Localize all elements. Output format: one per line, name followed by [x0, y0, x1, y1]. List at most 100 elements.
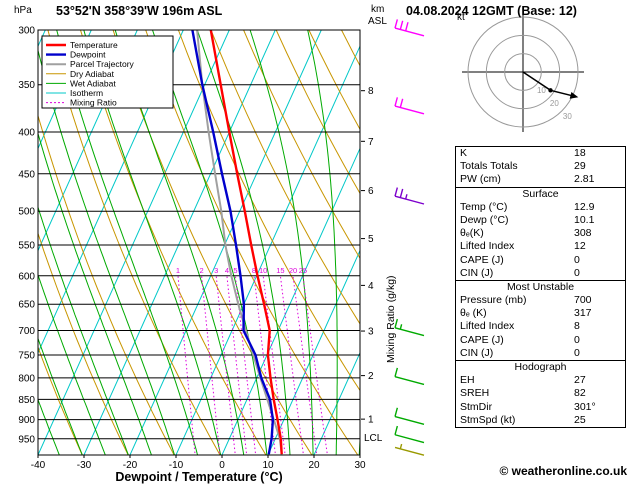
x-axis-title: Dewpoint / Temperature (°C) [115, 470, 283, 484]
wet-adiabat-line [249, 30, 314, 455]
mixing-ratio-value-label: 10 [259, 266, 267, 275]
mixing-ratio-value-label: 4 [225, 266, 229, 275]
temperature-line [209, 30, 283, 455]
lcl-label: LCL [364, 433, 383, 444]
stats-section-title: Most Unstable [506, 280, 575, 293]
mixing-ratio-line [262, 275, 286, 455]
stat-value: 301° [574, 400, 596, 413]
stats-section-surface: Surface Temp (°C) 12.9 Dewp (°C) 10.1 θₑ(K) 30… [455, 186, 626, 281]
isotherm-line [313, 351, 360, 455]
stat-value: 27 [574, 374, 586, 387]
stat-value: 12 [574, 240, 586, 253]
stat-row: θₑ(K) 308 [456, 227, 625, 240]
pressure-tick-label: 300 [18, 26, 35, 37]
mixing-ratio-line [292, 275, 318, 455]
station-location-title: 53°52'N 358°39'W 196m ASL [56, 4, 223, 18]
hodograph-unit-label: kt [457, 12, 465, 23]
stat-value: 12.9 [574, 200, 595, 213]
legend-label: Dewpoint [70, 50, 106, 60]
wet-adiabat-line [405, 30, 448, 457]
dry-adiabat-line [38, 345, 83, 455]
datetime-title: 04.08.2024 12GMT (Base: 12) [406, 4, 577, 18]
stat-row: Pressure (mb) 700 [456, 294, 625, 307]
hodograph-ring [467, 16, 579, 128]
hodograph-trace [522, 71, 573, 97]
dewpoint-line [191, 30, 275, 455]
pressure-tick-label: 850 [18, 395, 35, 406]
stat-value: 0 [574, 346, 580, 359]
mixing-ratio-value-label: 20 [289, 266, 297, 275]
pressure-tick-label: 400 [18, 128, 35, 139]
pressure-tick-label: 800 [18, 373, 35, 384]
temp-tick-label: -10 [169, 460, 184, 471]
stats-section-indices: K 18 Totals Totals 29 PW (cm) 2.81 [455, 146, 626, 188]
stat-row: Totals Totals 29 [456, 160, 625, 173]
stat-row: Lifted Index 12 [456, 240, 625, 253]
altitude-unit-km-label: km [371, 4, 385, 15]
mixing-ratio-value-label: 2 [200, 266, 204, 275]
stats-section-most-unstable: Most Unstable Pressure (mb) 700 θₑ (K) 317 Li… [455, 279, 626, 361]
altitude-tick-label: 7 [368, 137, 374, 148]
dry-adiabat-line [243, 30, 360, 260]
stat-value: 10.1 [574, 213, 595, 226]
pressure-tick-label: 700 [18, 326, 35, 337]
stat-row: EH 27 [456, 374, 625, 387]
stat-value: 18 [574, 147, 586, 159]
isotherm-line [38, 30, 230, 455]
stat-label: θₑ (K) [460, 307, 487, 320]
stats-panel: K 18 Totals Totals 29 PW (cm) 2.81 Surface Temp… [455, 146, 626, 428]
stat-value: 25 [574, 413, 586, 426]
wet-adiabat-line [38, 337, 83, 455]
isotherm-line [221, 147, 360, 455]
stat-label: CIN (J) [460, 266, 494, 279]
stat-row: Temp (°C) 12.9 [456, 201, 625, 214]
temp-tick-label: -40 [31, 460, 46, 471]
stat-row: θₑ (K) 317 [456, 307, 625, 320]
wind-barb [394, 97, 425, 115]
pressure-tick-label: 650 [18, 300, 35, 311]
hodograph-ring-label: 30 [563, 112, 572, 121]
pressure-tick-label: 450 [18, 169, 35, 180]
stat-label: K [460, 147, 468, 159]
stat-value: 82 [574, 387, 586, 400]
stat-label: Dewp (°C) [460, 213, 509, 226]
skewt-chart: 1 2 3 4 5 8 10 15 20 2530035040045050055060065070… [18, 19, 448, 471]
mixing-ratio-value-label: 1 [176, 266, 180, 275]
wind-barb [394, 425, 425, 444]
legend-label: Dry Adiabat [70, 69, 115, 79]
stat-label: Pressure (mb) [460, 294, 527, 307]
stats-section-title: Hodograph [514, 361, 567, 373]
stat-label: EH [460, 374, 475, 387]
stat-label: PW (cm) [460, 173, 501, 186]
stat-value: 308 [574, 227, 592, 240]
mixing-ratio-value-label: 25 [299, 266, 307, 275]
stat-label: StmDir [460, 400, 493, 413]
temp-tick-label: 10 [262, 460, 274, 471]
plot-frame [37, 29, 361, 456]
stat-row: Dewp (°C) 10.1 [456, 214, 625, 227]
stat-row: CAPE (J) 0 [456, 254, 625, 267]
wind-barb [394, 367, 425, 386]
hodograph-ring [485, 34, 561, 110]
stat-row: CIN (J) 0 [456, 267, 625, 280]
stat-label: θₑ(K) [460, 227, 484, 240]
isotherm-line [83, 30, 276, 455]
stat-label: CAPE (J) [460, 253, 504, 266]
legend-label: Temperature [70, 40, 118, 50]
altitude-tick-label: 4 [368, 281, 374, 292]
legend-box [41, 35, 174, 109]
legend-label: Isotherm [70, 88, 103, 98]
stat-label: Totals Totals [460, 160, 518, 173]
wind-barb [394, 187, 425, 205]
wet-adiabat-line [196, 30, 291, 455]
mixing-ratio-line [177, 275, 196, 455]
stat-label: CIN (J) [460, 346, 494, 359]
pressure-tick-label: 900 [18, 415, 35, 426]
pressure-tick-label: 550 [18, 241, 35, 252]
stat-label: Temp (°C) [460, 200, 508, 213]
altitude-tick-label: 5 [368, 234, 374, 245]
hodograph: 10 20 30 [462, 15, 584, 132]
pressure-tick-label: 750 [18, 351, 35, 362]
stat-value: 317 [574, 307, 592, 320]
mixing-ratio-line [215, 275, 236, 455]
